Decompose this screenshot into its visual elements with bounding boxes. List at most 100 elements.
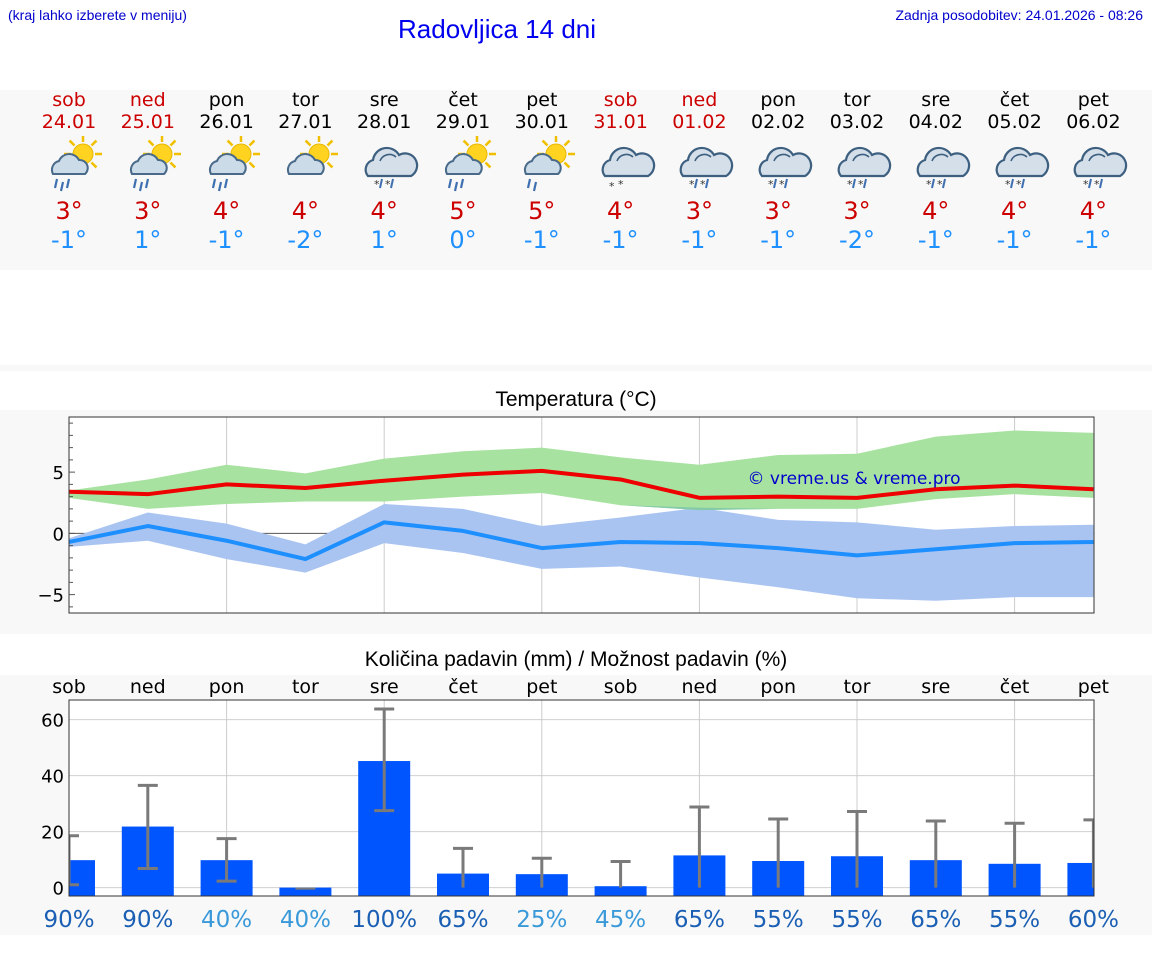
- day-date: 06.02: [1066, 111, 1121, 133]
- svg-text:*: *: [618, 178, 624, 191]
- temperature-y-tick-label: 5: [53, 463, 64, 484]
- precipitation-x-day-label: pon: [760, 676, 796, 698]
- day-name: pet: [526, 89, 558, 111]
- day-name: ned: [129, 89, 166, 111]
- spacer-band: [0, 365, 1152, 371]
- day-max-temp: 4°: [922, 197, 950, 225]
- min-temp-line: [68, 520, 1094, 562]
- precipitation-x-day-label: pet: [1078, 676, 1109, 698]
- precipitation-y-tick-label: 0: [53, 879, 64, 900]
- precipitation-x-day-label: sob: [52, 676, 86, 698]
- svg-text:*: *: [1016, 178, 1022, 191]
- sun-cloud-light-rain-icon: [518, 135, 580, 196]
- day-date: 04.02: [908, 111, 963, 133]
- cloud-snow-icon: * *: [597, 136, 659, 196]
- precipitation-x-day-label: tor: [292, 676, 319, 698]
- svg-text:*: *: [609, 180, 615, 193]
- svg-text:*: *: [858, 178, 864, 191]
- svg-text:*: *: [768, 178, 774, 191]
- svg-text:*: *: [847, 178, 853, 191]
- day-name: sob: [603, 89, 638, 111]
- precipitation-bar: [1067, 862, 1094, 896]
- day-date: 26.01: [199, 111, 254, 133]
- day-min-temp: -1°: [681, 226, 718, 254]
- precipitation-x-day-label: tor: [844, 676, 871, 698]
- day-name: ned: [681, 89, 718, 111]
- day-name: čet: [999, 89, 1030, 111]
- day-min-temp: -1°: [996, 226, 1033, 254]
- day-name: čet: [448, 89, 478, 111]
- precipitation-bars: [69, 707, 1094, 896]
- day-max-temp: 4°: [291, 197, 320, 225]
- day-max-temp: 4°: [1079, 197, 1108, 225]
- precipitation-x-day-label: sre: [921, 676, 950, 698]
- svg-text:*: *: [926, 178, 932, 191]
- day-max-temp: 4°: [606, 197, 635, 225]
- svg-text:*: *: [937, 178, 943, 191]
- day-date: 24.01: [41, 111, 97, 133]
- precipitation-probability-label: 65%: [437, 907, 488, 933]
- svg-text:*: *: [689, 178, 695, 191]
- max-temp-line: [68, 468, 1094, 500]
- day-max-temp: 3°: [764, 197, 792, 225]
- cloud-sleet-icon: * *: [754, 136, 816, 196]
- precipitation-probability-label: 55%: [753, 907, 804, 933]
- day-max-temp: 5°: [528, 197, 556, 225]
- day-max-temp: 3°: [134, 197, 162, 225]
- day-min-temp: -2°: [839, 226, 875, 254]
- precipitation-bar: [279, 887, 332, 896]
- precipitation-bar: [69, 860, 95, 896]
- day-min-temp: -1°: [208, 226, 245, 254]
- precipitation-probability-label: 55%: [831, 907, 882, 933]
- day-date: 02.02: [750, 111, 806, 133]
- watermark-text: © vreme.us & vreme.pro: [747, 469, 960, 489]
- sun-cloud-rain-icon: [45, 135, 107, 196]
- precipitation-x-day-label: sre: [370, 676, 399, 698]
- sun-cloud-rain-icon: [203, 135, 265, 196]
- precipitation-x-day-label: ned: [682, 676, 718, 698]
- svg-text:*: *: [1083, 178, 1089, 191]
- day-name: sre: [369, 89, 399, 111]
- precipitation-probability-label: 45%: [595, 907, 646, 933]
- precipitation-probability-label: 25%: [516, 907, 567, 933]
- precipitation-probability-label: 65%: [674, 907, 725, 933]
- day-name: sob: [52, 89, 86, 111]
- svg-text:*: *: [779, 178, 785, 191]
- precipitation-chart-title: Količina padavin (mm) / Možnost padavin …: [364, 648, 788, 671]
- day-min-temp: -1°: [760, 226, 797, 254]
- day-min-temp: -1°: [1075, 226, 1112, 254]
- forecast-strip: [0, 90, 1152, 270]
- precipitation-probability-label: 40%: [280, 907, 331, 933]
- max-temp-range-band: [69, 430, 1094, 511]
- precipitation-probability-label: 90%: [43, 907, 94, 933]
- temperature-y-tick-label: −5: [37, 586, 64, 607]
- precipitation-probability-label: 40%: [201, 907, 252, 933]
- day-min-temp: -1°: [602, 226, 639, 254]
- day-date: 30.01: [514, 111, 569, 133]
- day-date: 03.02: [829, 111, 885, 133]
- svg-text:*: *: [385, 178, 391, 191]
- precipitation-plot-border: [68, 699, 1095, 897]
- day-max-temp: 4°: [212, 197, 241, 225]
- day-max-temp: 3°: [685, 197, 714, 225]
- day-date: 31.01: [593, 111, 648, 133]
- day-max-temp: 3°: [55, 197, 83, 225]
- precipitation-probability-label: 65%: [910, 907, 961, 933]
- svg-text:*: *: [700, 178, 706, 191]
- day-min-temp: -1°: [523, 226, 560, 254]
- precipitation-x-day-label: čet: [448, 676, 478, 698]
- precipitation-probability-label: 100%: [351, 907, 417, 933]
- day-min-temp: -1°: [51, 226, 87, 254]
- cloud-sleet-icon: * *: [675, 136, 737, 196]
- day-date: 28.01: [356, 111, 412, 133]
- day-min-temp: 0°: [449, 226, 477, 254]
- precipitation-y-tick-label: 20: [41, 823, 64, 844]
- precipitation-bar: [594, 886, 647, 896]
- location-hint: (kraj lahko izberete v meniju): [8, 7, 187, 23]
- day-min-temp: -2°: [287, 226, 324, 254]
- sun-cloud-icon: [281, 135, 343, 196]
- day-name: pet: [1077, 89, 1109, 111]
- cloud-sleet-icon: * *: [991, 136, 1053, 196]
- cloud-sleet-icon: * *: [1069, 136, 1131, 196]
